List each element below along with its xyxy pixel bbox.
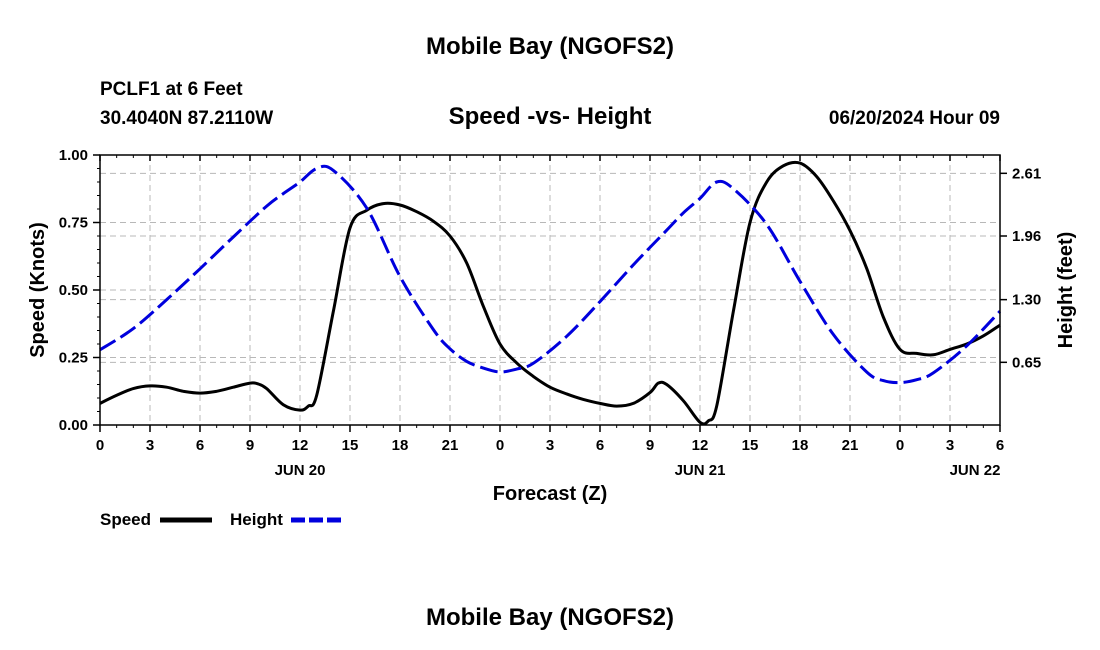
- y-tick-label-right: 0.65: [1012, 354, 1041, 371]
- y-axis-label-right: Height (feet): [1055, 232, 1077, 349]
- x-tick-label: 6: [196, 437, 204, 454]
- date-label: JUN 20: [275, 462, 326, 479]
- date-label: JUN 22: [950, 462, 1001, 479]
- footer-title: Mobile Bay (NGOFS2): [426, 604, 674, 631]
- legend: Speed Height: [100, 510, 343, 529]
- x-tick-label: 18: [792, 437, 809, 454]
- tick-marks: [93, 154, 1007, 432]
- coordinates-label: 30.4040N 87.2110W: [100, 108, 273, 129]
- series-layer: [99, 160, 1002, 426]
- x-tick-label: 3: [946, 437, 954, 454]
- x-tick-label: 12: [692, 437, 709, 454]
- x-axis-label: Forecast (Z): [493, 483, 607, 505]
- y-tick-label-left: 1.00: [59, 147, 88, 164]
- y-tick-label-left: 0.00: [59, 417, 88, 434]
- x-tick-label: 0: [896, 437, 904, 454]
- y-axis-label-left: Speed (Knots): [27, 222, 49, 358]
- x-tick-label: 9: [246, 437, 254, 454]
- date-label: JUN 21: [675, 462, 726, 479]
- x-tick-label: 0: [496, 437, 504, 454]
- legend-label-speed: Speed: [100, 510, 151, 529]
- grid: [100, 155, 1000, 425]
- x-tick-label: 9: [646, 437, 654, 454]
- x-tick-label: 3: [146, 437, 154, 454]
- x-tick-label: 6: [996, 437, 1004, 454]
- chart-subtitle: Speed -vs- Height: [449, 103, 652, 130]
- series-line-height: [99, 164, 1002, 385]
- x-tick-label: 21: [842, 437, 859, 454]
- station-label: PCLF1 at 6 Feet: [100, 79, 243, 100]
- x-tick-label: 21: [442, 437, 459, 454]
- y-tick-label-left: 0.75: [59, 215, 88, 232]
- x-tick-label: 15: [742, 437, 759, 454]
- chart-title: Mobile Bay (NGOFS2): [426, 33, 674, 60]
- y-tick-label-left: 0.50: [59, 282, 88, 299]
- y-tick-label-right: 2.61: [1012, 165, 1041, 182]
- x-tick-label: 6: [596, 437, 604, 454]
- x-tick-label: 0: [96, 437, 104, 454]
- x-tick-label: 3: [546, 437, 554, 454]
- tick-labels: 0 3 6 9 12 15 18 21 0 3 6 9 12 15 18 21 0 3 6 JUN 20 JUN 21 J…: [59, 147, 1041, 479]
- y-tick-label-left: 0.25: [59, 350, 88, 367]
- x-tick-label: 15: [342, 437, 359, 454]
- legend-label-height: Height: [230, 510, 283, 529]
- series-line-speed: [99, 160, 1001, 426]
- y-tick-label-right: 1.96: [1012, 228, 1041, 245]
- y-tick-label-right: 1.30: [1012, 292, 1041, 309]
- forecast-datetime: 06/20/2024 Hour 09: [829, 108, 1000, 129]
- x-tick-label: 12: [292, 437, 309, 454]
- x-tick-label: 18: [392, 437, 409, 454]
